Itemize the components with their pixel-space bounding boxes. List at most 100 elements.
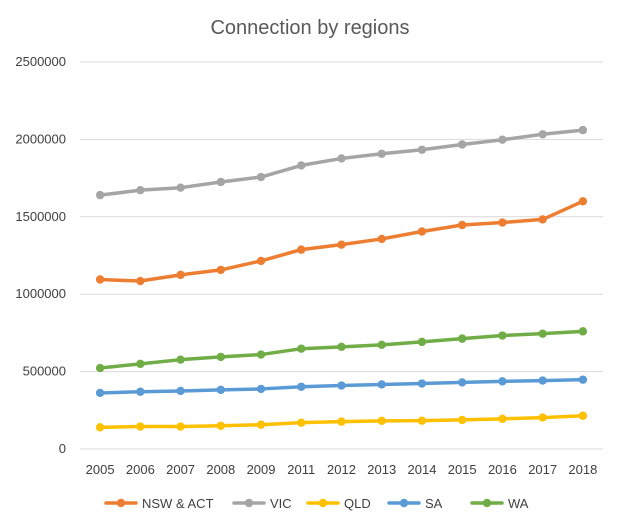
data-point (417, 416, 427, 425)
data-point (256, 172, 266, 182)
data-point (136, 359, 145, 369)
x-tick-label: 2011 (287, 462, 315, 477)
data-point (176, 422, 185, 431)
data-point (136, 387, 145, 396)
legend-label: QLD (344, 496, 371, 511)
x-tick-label: 2014 (408, 462, 437, 477)
data-point (136, 422, 145, 431)
legend-label: NSW & ACT (142, 496, 214, 511)
data-point (337, 240, 346, 249)
data-point (176, 386, 185, 396)
data-point (297, 161, 306, 170)
y-tick-label: 2000000 (15, 131, 66, 146)
data-point (377, 234, 386, 244)
data-point (377, 416, 386, 426)
data-point (297, 245, 306, 254)
data-point (538, 130, 547, 139)
data-point (538, 215, 547, 224)
x-tick-label: 2006 (126, 462, 155, 477)
data-point (136, 276, 145, 286)
data-point (256, 256, 266, 266)
x-tick-label: 2017 (528, 462, 557, 477)
data-point (216, 352, 226, 362)
y-tick-label: 1000000 (15, 286, 66, 301)
data-point (256, 350, 266, 359)
data-point (578, 375, 588, 384)
series-qld (95, 411, 588, 432)
legend-item: SA (387, 496, 443, 511)
y-axis-tick-labels: 0 500000 1000000 1500000 2000000 2500000 (15, 54, 66, 456)
data-point (95, 190, 105, 200)
data-point (176, 355, 185, 364)
x-tick-label: 2009 (247, 462, 276, 477)
data-point (457, 415, 467, 425)
data-point (457, 334, 467, 343)
legend-label: SA (425, 496, 443, 511)
x-tick-label: 2012 (327, 462, 356, 477)
y-tick-label: 0 (59, 441, 66, 456)
x-tick-label: 2016 (488, 462, 517, 477)
series-lines (95, 125, 588, 432)
data-point (417, 379, 427, 388)
data-point (417, 227, 427, 236)
legend-item: WA (470, 496, 529, 511)
x-tick-label: 2005 (86, 462, 115, 477)
legend: NSW & ACT VIC QLD SA WA (104, 496, 529, 511)
series-vic (95, 125, 588, 200)
data-point (95, 363, 105, 373)
data-point (377, 149, 386, 158)
series-sa (95, 375, 588, 398)
legend-marker (116, 498, 126, 508)
data-point (297, 418, 306, 427)
data-point (417, 145, 427, 154)
chart-title: Connection by regions (210, 17, 409, 39)
data-point (377, 340, 386, 350)
data-point (498, 218, 507, 227)
data-point (297, 382, 306, 391)
data-point (538, 376, 547, 385)
legend-label: VIC (270, 496, 292, 511)
data-point (256, 384, 266, 394)
x-tick-label: 2007 (166, 462, 195, 477)
data-point (457, 378, 467, 387)
series-nsw-act (95, 197, 588, 286)
y-tick-label: 1500000 (15, 209, 66, 224)
data-point (578, 327, 588, 336)
data-point (498, 135, 507, 144)
data-point (337, 381, 346, 390)
data-point (297, 344, 306, 353)
data-point (377, 380, 386, 389)
x-tick-label: 2013 (367, 462, 396, 477)
data-point (578, 125, 588, 135)
data-point (538, 329, 547, 338)
series-wa (95, 327, 588, 373)
data-point (498, 331, 507, 340)
legend-marker (244, 498, 254, 508)
x-tick-label: 2018 (568, 462, 597, 477)
data-point (136, 185, 145, 195)
legend-marker (482, 498, 492, 508)
legend-marker (399, 498, 409, 508)
data-point (256, 420, 266, 429)
data-point (457, 220, 467, 230)
data-point (216, 421, 226, 430)
y-tick-label: 2500000 (15, 54, 66, 69)
legend-label: WA (508, 496, 529, 511)
data-point (578, 197, 588, 206)
data-point (337, 342, 346, 352)
data-point (337, 154, 346, 163)
data-point (216, 385, 226, 395)
legend-item: QLD (306, 496, 371, 511)
data-point (498, 414, 507, 424)
data-point (538, 413, 547, 422)
data-point (176, 183, 185, 192)
data-point (337, 417, 346, 426)
data-point (176, 270, 185, 280)
x-tick-label: 2015 (448, 462, 477, 477)
data-point (216, 265, 226, 275)
data-point (417, 337, 427, 347)
data-point (578, 411, 588, 420)
gridlines (80, 61, 603, 450)
data-point (95, 423, 105, 432)
